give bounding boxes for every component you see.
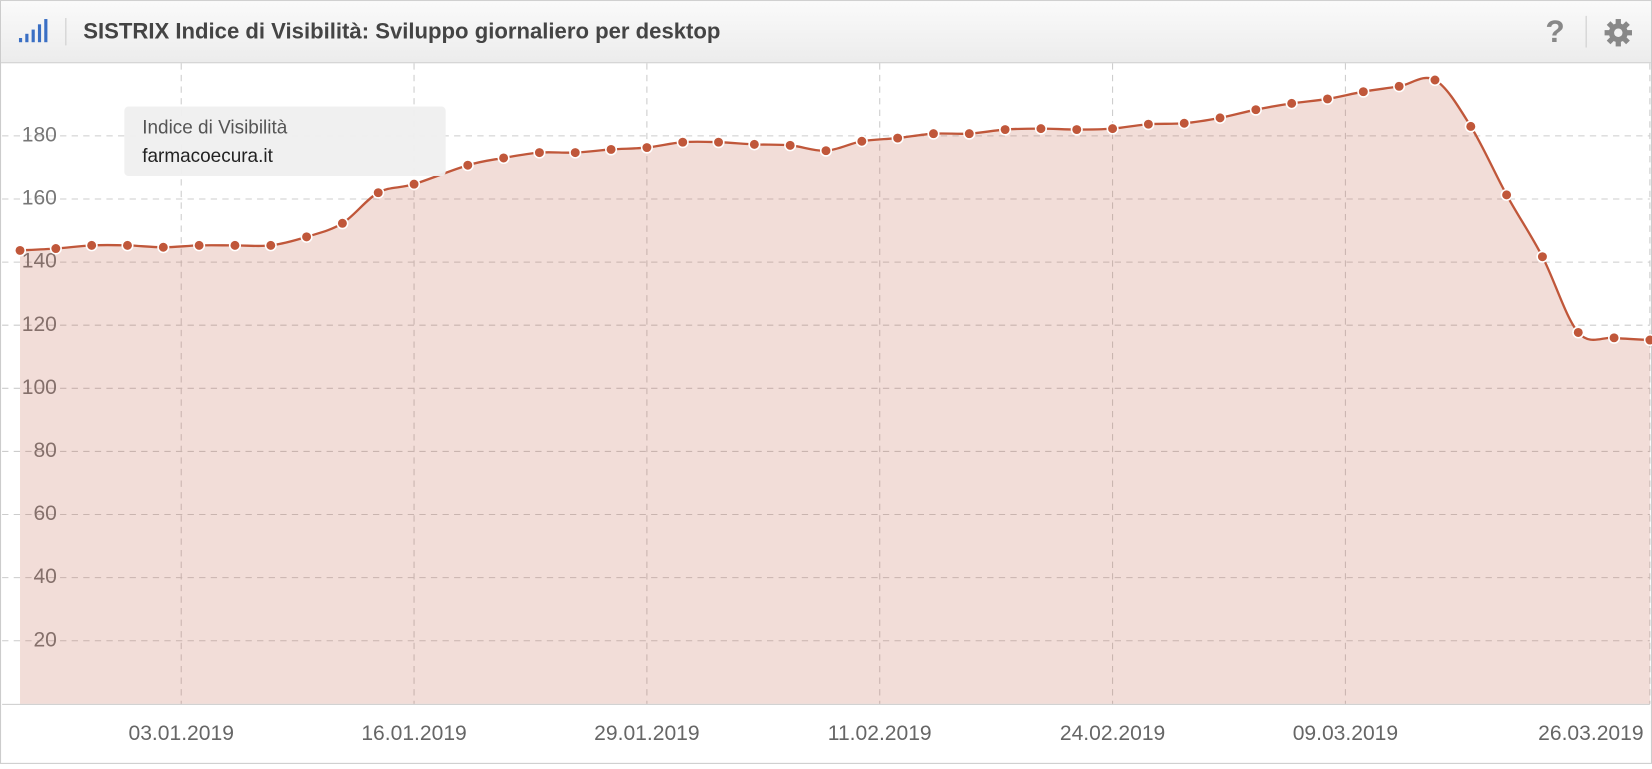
x-tick-label: 29.01.2019 xyxy=(594,722,699,745)
y-tick-label: 20 xyxy=(33,628,56,651)
y-tick-label: 40 xyxy=(33,565,56,588)
tooltip-series: farmacoecura.it xyxy=(142,146,273,167)
data-point xyxy=(784,139,797,152)
data-point xyxy=(461,159,474,172)
data-point xyxy=(1178,117,1191,130)
y-tick-label: 160 xyxy=(22,187,57,210)
chart-icon xyxy=(18,19,48,43)
data-point xyxy=(748,138,761,151)
data-point xyxy=(1500,188,1513,201)
data-point xyxy=(1285,97,1298,110)
data-point xyxy=(193,239,206,252)
x-tick-label: 26.03.2019 xyxy=(1538,722,1643,745)
data-point xyxy=(605,143,618,156)
settings-button[interactable] xyxy=(1604,19,1632,47)
data-point xyxy=(407,178,421,191)
data-point xyxy=(569,146,582,159)
data-point xyxy=(676,136,689,149)
data-point xyxy=(336,217,349,230)
x-tick-label: 24.02.2019 xyxy=(1060,722,1165,745)
data-point xyxy=(1070,123,1083,136)
data-point xyxy=(855,135,868,148)
y-tick-label: 120 xyxy=(22,313,57,336)
data-point xyxy=(891,132,904,145)
data-point xyxy=(13,244,27,257)
data-point xyxy=(819,144,833,157)
data-point xyxy=(300,230,313,243)
data-point xyxy=(1213,111,1227,124)
data-point xyxy=(157,241,170,254)
data-point xyxy=(264,239,277,252)
area xyxy=(20,77,1650,704)
data-point xyxy=(1106,122,1119,135)
data-point xyxy=(533,146,546,159)
data-point xyxy=(1608,331,1621,344)
y-tick-label: 140 xyxy=(22,250,57,273)
help-button[interactable]: ? xyxy=(1545,13,1564,49)
header-bar xyxy=(1,1,1651,63)
x-tick-label: 16.01.2019 xyxy=(361,722,466,745)
data-point xyxy=(372,186,385,199)
y-tick-label: 60 xyxy=(33,502,56,525)
data-point xyxy=(1357,85,1370,98)
data-point xyxy=(640,141,653,154)
data-point xyxy=(121,239,134,252)
data-point xyxy=(712,136,725,149)
data-point xyxy=(1428,73,1442,87)
x-tick-label: 11.02.2019 xyxy=(828,722,932,745)
y-tick-label: 180 xyxy=(22,123,57,146)
data-point xyxy=(1321,92,1334,106)
tooltip-box xyxy=(124,106,446,177)
data-point xyxy=(1464,120,1477,133)
data-point xyxy=(1142,118,1155,131)
data-point xyxy=(228,239,242,252)
data-point xyxy=(1249,103,1262,116)
data-point xyxy=(1536,250,1549,263)
tooltip-title: Indice di Visibilità xyxy=(142,118,287,139)
data-point xyxy=(497,151,510,165)
data-point xyxy=(49,242,62,255)
data-point xyxy=(927,127,940,140)
y-tick-label: 100 xyxy=(22,376,57,399)
data-point xyxy=(1643,333,1652,347)
data-point xyxy=(1034,122,1047,135)
data-point xyxy=(1393,80,1406,93)
x-tick-label: 03.01.2019 xyxy=(129,722,234,745)
x-tick-label: 09.03.2019 xyxy=(1293,722,1398,745)
data-point xyxy=(1572,326,1585,339)
data-point xyxy=(963,127,976,140)
header-title: SISTRIX Indice di Visibilità: Sviluppo g… xyxy=(83,19,720,44)
tooltip: Indice di Visibilità farmacoecura.it xyxy=(124,106,446,177)
data-point xyxy=(999,123,1012,136)
data-point xyxy=(85,239,98,252)
y-tick-label: 80 xyxy=(33,439,56,462)
